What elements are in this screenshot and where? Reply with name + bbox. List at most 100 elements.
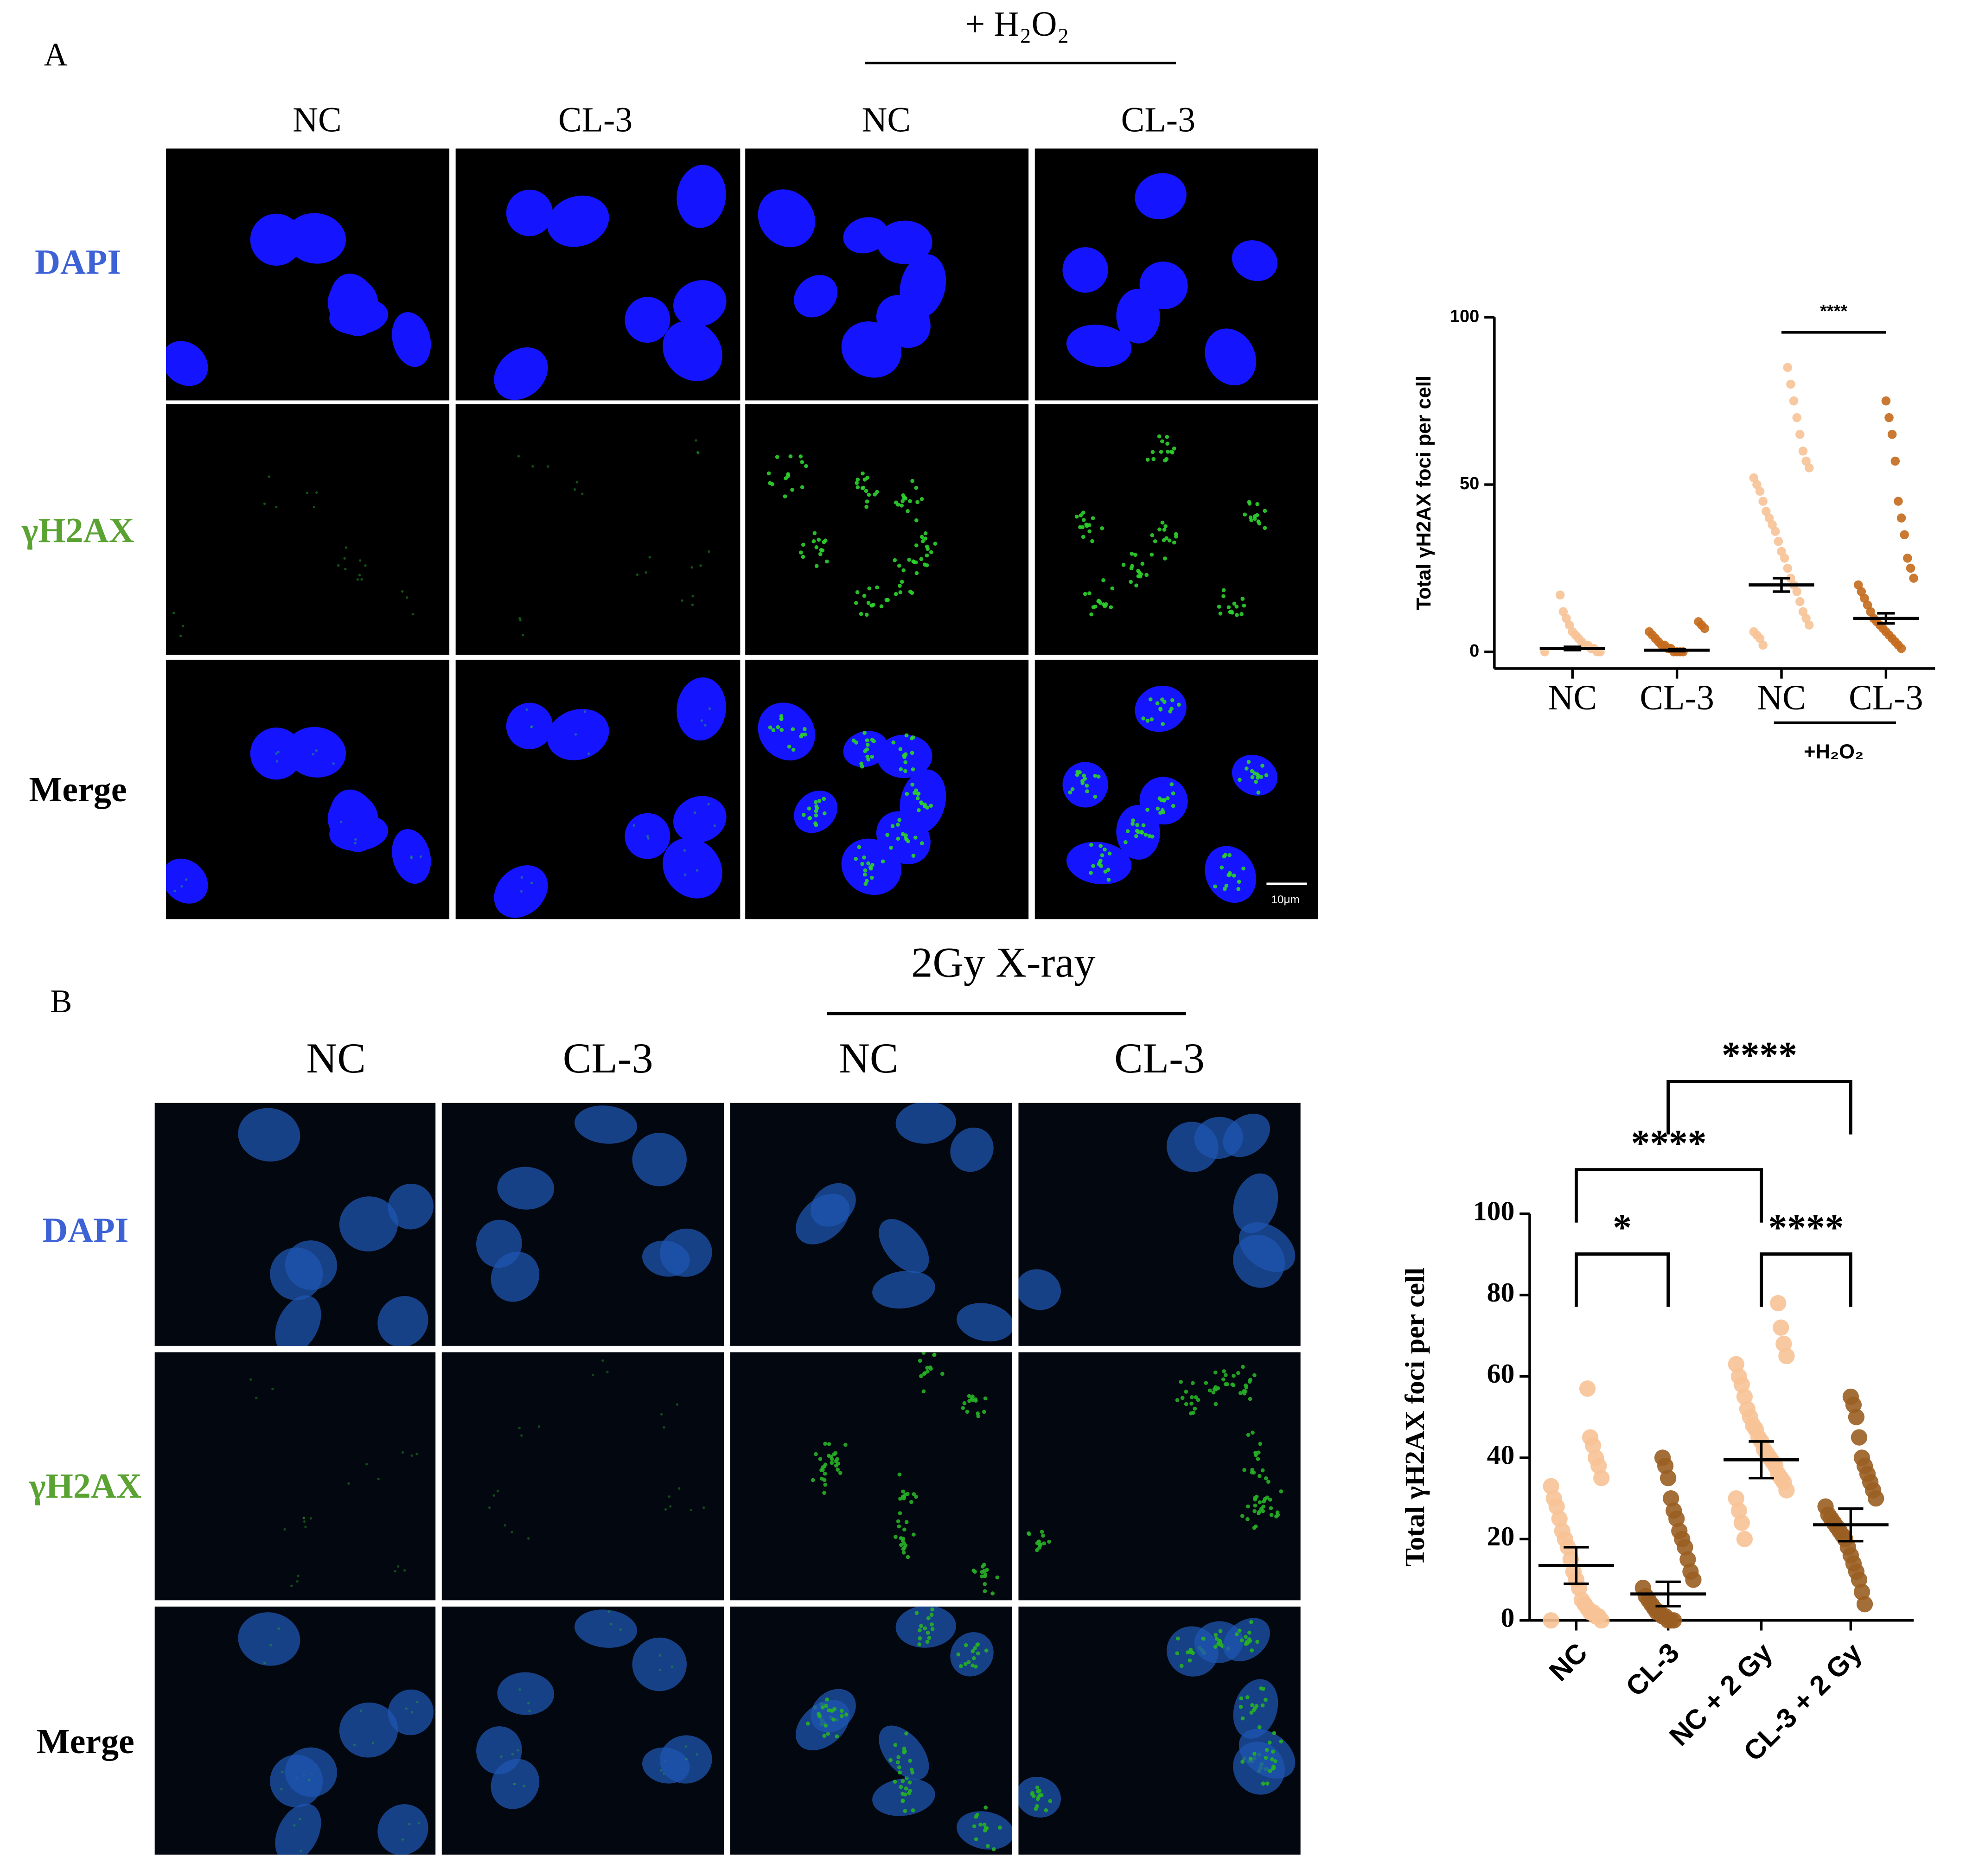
focus <box>1261 1781 1265 1786</box>
focus <box>1160 808 1165 812</box>
micrograph-content <box>166 727 431 904</box>
focus <box>896 836 900 841</box>
column-label: CL-3 <box>1121 101 1195 140</box>
micrograph <box>1018 1352 1301 1601</box>
focus <box>923 802 927 807</box>
focus <box>898 747 903 751</box>
focus <box>779 714 784 718</box>
nucleus <box>575 1609 638 1648</box>
row-label: DAPI <box>35 242 121 281</box>
focus <box>879 604 884 608</box>
focus <box>1212 1387 1217 1391</box>
nucleus <box>1238 1222 1296 1272</box>
data-point <box>1671 1523 1688 1539</box>
focus <box>1103 847 1107 852</box>
data-point <box>1736 1531 1753 1547</box>
nucleus <box>957 1303 1012 1342</box>
focus <box>699 564 702 567</box>
focus <box>976 1651 980 1656</box>
focus <box>920 539 925 543</box>
focus <box>1175 1651 1180 1656</box>
focus <box>817 798 822 803</box>
focus <box>511 1531 513 1534</box>
focus <box>1196 1397 1200 1402</box>
focus <box>660 1769 663 1772</box>
focus <box>304 1525 307 1528</box>
focus <box>1258 1474 1262 1478</box>
focus <box>866 600 871 605</box>
focus <box>1248 515 1253 520</box>
data-point <box>1666 1502 1682 1519</box>
focus <box>904 1786 908 1791</box>
micrograph-content <box>758 702 946 895</box>
focus <box>1252 1525 1257 1530</box>
focus <box>930 1622 934 1627</box>
focus <box>702 1506 705 1509</box>
focus <box>297 1574 300 1577</box>
focus <box>1189 1650 1194 1654</box>
data-point <box>1786 574 1795 583</box>
focus <box>306 491 309 494</box>
data-point <box>1853 1449 1870 1466</box>
focus <box>581 492 584 495</box>
micrograph-content <box>1062 173 1278 386</box>
focus <box>860 486 865 491</box>
focus <box>1248 1397 1252 1401</box>
focus <box>1246 1504 1250 1509</box>
nucleus <box>794 275 838 318</box>
focus <box>914 788 919 793</box>
focus <box>1096 599 1101 603</box>
focus <box>962 1401 967 1405</box>
focus <box>861 471 865 476</box>
nucleus <box>547 195 609 247</box>
focus <box>275 752 278 755</box>
focus <box>902 496 907 500</box>
focus <box>277 1627 280 1630</box>
focus <box>1251 1430 1255 1435</box>
focus <box>836 1461 840 1466</box>
data-point <box>1783 563 1793 573</box>
focus <box>843 1442 848 1447</box>
y-tick-label: 100 <box>1450 306 1479 326</box>
y-tick-label: 20 <box>1487 1521 1515 1551</box>
focus <box>900 1779 905 1783</box>
focus <box>1085 789 1089 793</box>
nucleus <box>673 280 727 327</box>
focus <box>1074 514 1079 519</box>
significance-label: **** <box>1820 301 1847 321</box>
focus <box>918 1636 922 1640</box>
column-label: NC <box>862 101 911 140</box>
data-point <box>1786 379 1795 389</box>
focus <box>766 471 771 476</box>
focus <box>1201 1636 1206 1641</box>
focus <box>1158 707 1162 711</box>
focus <box>1257 1725 1262 1729</box>
focus <box>974 1837 978 1842</box>
micrograph-content <box>766 454 938 617</box>
micrograph-content <box>796 1103 1012 1342</box>
nucleus <box>238 1612 300 1666</box>
focus <box>1264 1697 1268 1702</box>
nucleus <box>166 341 208 386</box>
focus <box>827 1442 831 1446</box>
focus <box>1246 1433 1251 1437</box>
focus <box>814 813 818 817</box>
data-point <box>1736 1388 1753 1405</box>
focus <box>888 1758 893 1762</box>
focus <box>998 1825 1002 1830</box>
nucleus <box>497 1167 555 1210</box>
focus <box>1232 874 1236 878</box>
focus <box>902 1527 907 1532</box>
focus <box>1207 1388 1212 1393</box>
focus <box>1169 449 1174 454</box>
column-label: NC <box>293 101 342 140</box>
focus <box>971 1656 976 1660</box>
focus <box>1252 1373 1257 1378</box>
focus <box>1174 534 1178 539</box>
nucleus <box>166 858 208 904</box>
focus <box>1252 1751 1257 1756</box>
focus <box>1170 698 1175 702</box>
focus <box>700 719 703 722</box>
focus <box>1245 1517 1250 1521</box>
focus <box>364 564 367 567</box>
